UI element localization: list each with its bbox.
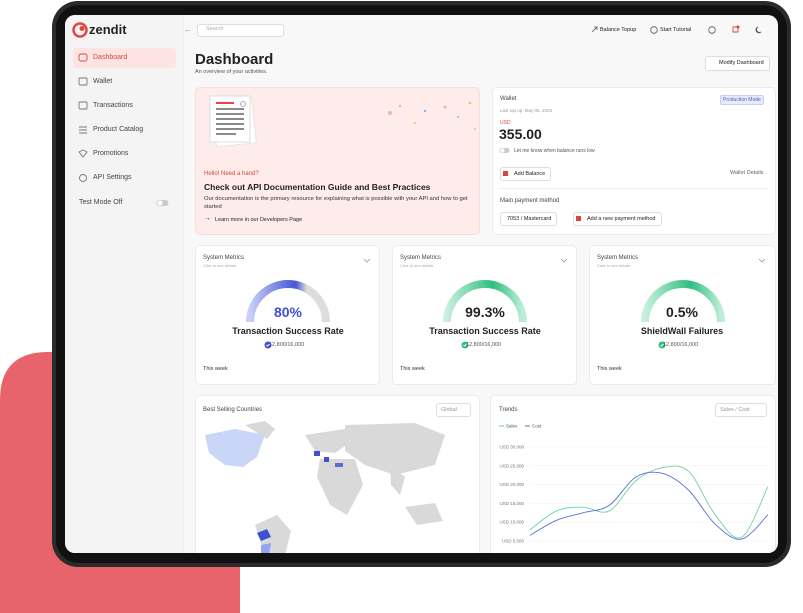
wallet-card bbox=[492, 87, 776, 235]
metric-title: System Metrics bbox=[203, 255, 245, 261]
legend-label: Sales bbox=[506, 424, 518, 429]
add-balance[interactable]: Add Balance bbox=[500, 167, 552, 181]
legend-label: Cost bbox=[532, 424, 542, 429]
nav-item[interactable]: Dashboard bbox=[93, 54, 128, 61]
nav-item[interactable]: Promotions bbox=[93, 150, 129, 157]
y-tick-label: USD 25,000 bbox=[499, 463, 524, 468]
payment-select[interactable]: 7053 / Mastercard bbox=[500, 212, 558, 226]
metric-hint: Click to see details bbox=[597, 263, 631, 268]
test-mode-toggle[interactable] bbox=[156, 199, 170, 208]
metric-card[interactable] bbox=[195, 245, 380, 385]
metric-title: System Metrics bbox=[597, 255, 639, 261]
logo-icon bbox=[72, 22, 88, 38]
brand: zendit bbox=[89, 22, 127, 37]
trends-card bbox=[490, 395, 776, 553]
promo-link[interactable]: Learn more in our Developers Page bbox=[215, 217, 303, 223]
metric-count: 12,800/16,000 bbox=[466, 342, 502, 348]
metric-label: Transaction Success Rate bbox=[232, 326, 344, 336]
nav-item[interactable]: Product Catalog bbox=[93, 126, 144, 133]
trends-chart: USD 30,000 USD 25,000 USD 20,000 USD 15,000… bbox=[499, 424, 769, 544]
nav-item[interactable]: API Settings bbox=[93, 174, 132, 181]
y-tick-label: USD 15,000 bbox=[499, 501, 524, 506]
balance-topup[interactable]: Balance Topup bbox=[600, 27, 637, 33]
page-title: Dashboard bbox=[195, 51, 274, 68]
promo-body: Our documentation is the primary resourc… bbox=[204, 196, 468, 210]
wallet-title: Wallet bbox=[500, 96, 517, 102]
active-item-bg[interactable] bbox=[73, 48, 176, 68]
metric-value: 99.3% bbox=[465, 304, 505, 320]
y-tick-label: USD 30,000 bbox=[499, 445, 524, 450]
trends-filter[interactable]: Sales / Cost bbox=[715, 403, 767, 417]
metric-period[interactable]: This week bbox=[203, 366, 228, 372]
y-tick-label: USD 20,000 bbox=[499, 482, 524, 487]
mode-badge: Production Mode bbox=[720, 95, 764, 105]
line-series bbox=[529, 471, 769, 540]
alert-toggle[interactable] bbox=[499, 147, 511, 155]
y-tick-label: USD 5,000 bbox=[502, 539, 525, 544]
metric-value: 80% bbox=[273, 304, 303, 320]
metric-hint: Click to see details bbox=[400, 263, 434, 268]
metric-label: Transaction Success Rate bbox=[429, 326, 541, 336]
metric-label: ShieldWall Failures bbox=[640, 326, 724, 336]
divider bbox=[500, 188, 768, 189]
metric-value: 0.5% bbox=[666, 304, 698, 320]
promo-title: Check out API Documentation Guide and Be… bbox=[204, 182, 431, 192]
start-tutorial[interactable]: Start Tutorial bbox=[660, 27, 692, 33]
search-box[interactable] bbox=[197, 24, 284, 37]
world-map bbox=[205, 421, 445, 553]
metric-count: 12,800/16,000 bbox=[663, 342, 699, 348]
nav-icons bbox=[78, 53, 88, 182]
metric-period[interactable]: This week bbox=[400, 366, 425, 372]
metric-card[interactable] bbox=[589, 245, 776, 385]
collapse-arrow[interactable]: ← bbox=[184, 25, 192, 34]
trends-title: Trends bbox=[499, 407, 518, 413]
last-topup: Last top up: May 05, 2025 bbox=[500, 108, 553, 113]
sidebar bbox=[65, 15, 184, 553]
metric-card[interactable] bbox=[392, 245, 577, 385]
countries-title: Best Selling Countries bbox=[203, 407, 263, 413]
test-mode-label: Test Mode Off bbox=[79, 199, 123, 206]
page-subtitle: An overview of your activities. bbox=[195, 69, 268, 75]
currency: USD bbox=[500, 120, 511, 126]
y-tick-label: USD 10,000 bbox=[499, 520, 524, 525]
button-icons bbox=[503, 171, 581, 221]
nav-item[interactable]: Wallet bbox=[93, 78, 113, 85]
nav-item[interactable]: Transactions bbox=[93, 102, 133, 109]
add-payment[interactable]: Add a new payment method bbox=[573, 212, 662, 226]
metric-count: 12,800/16,000 bbox=[269, 342, 305, 348]
screen: zendit Dashboard Wallet Transactions Pro… bbox=[65, 15, 778, 553]
link-arrow: → bbox=[204, 215, 211, 222]
modify-dashboard[interactable]: Modify Dashboard bbox=[705, 56, 770, 71]
promo-illustration bbox=[209, 95, 476, 148]
payment-title: Main payment method bbox=[500, 198, 560, 204]
countries-filter[interactable]: Global bbox=[436, 403, 471, 417]
metric-period[interactable]: This week bbox=[597, 366, 622, 372]
topbar-icons bbox=[591, 25, 762, 34]
metric-hint: Click to see details bbox=[203, 263, 237, 268]
search-placeholder: Search bbox=[206, 26, 224, 32]
promo-greeting: Hello! Need a hand? bbox=[204, 171, 259, 177]
metric-title: System Metrics bbox=[400, 255, 442, 261]
line-series bbox=[529, 465, 769, 539]
alert-label: Let me know when balance runs low bbox=[514, 148, 595, 154]
gauges bbox=[246, 258, 766, 349]
balance: 355.00 bbox=[499, 126, 542, 142]
wallet-details[interactable]: Wallet Details bbox=[730, 170, 764, 176]
